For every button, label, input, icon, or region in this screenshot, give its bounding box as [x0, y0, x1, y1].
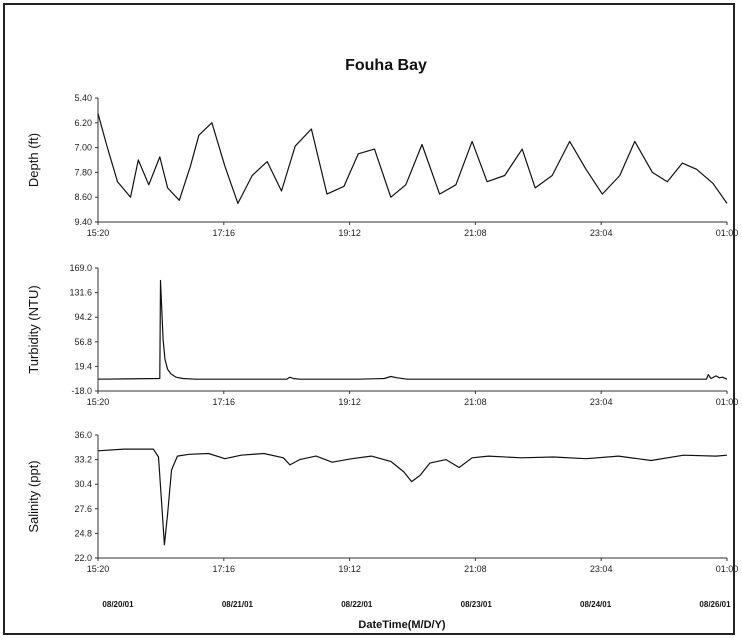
y-tick-label: 33.2	[74, 455, 92, 465]
date-label: 08/23/01	[461, 600, 493, 609]
date-label: 08/26/01	[699, 600, 731, 609]
date-label: 08/21/01	[222, 600, 254, 609]
series-line-3	[97, 448, 728, 546]
y-tick-label: 24.8	[74, 528, 92, 538]
y-tick-label: 131.6	[69, 288, 92, 298]
x-tick-label: 21:08	[464, 564, 487, 574]
panel-2: 169.0 131.6 94.2 56.8 19.4 -18.015:20 17:16 19:…	[26, 263, 738, 407]
x-tick-label: 17:16	[213, 397, 236, 407]
x-tick-label: 01:00	[716, 564, 739, 574]
x-tick-label: 01:00	[716, 228, 739, 238]
panel-3: 36.0 33.2 30.4 27.6 24.8 22.015:20 17:16 19:12 2…	[26, 430, 738, 574]
y-tick-label: 7.80	[74, 167, 92, 177]
y-tick-label: 94.2	[74, 312, 92, 322]
y-axis-label: Turbidity (NTU)	[26, 285, 41, 373]
x-tick-label: 15:20	[87, 397, 110, 407]
y-tick-label: 5.40	[74, 93, 92, 103]
y-tick-label: 30.4	[74, 479, 92, 489]
y-tick-label: 56.8	[74, 337, 92, 347]
series-line-1	[97, 113, 728, 204]
x-tick-label: 23:04	[590, 228, 613, 238]
date-labels: 08/20/01 08/21/01 08/22/01 08/23/01 08/24/01…	[102, 600, 731, 609]
x-axis-label: DateTime(M/D/Y)	[358, 619, 446, 631]
x-tick-label: 21:08	[464, 397, 487, 407]
x-tick-label: 17:16	[213, 564, 236, 574]
x-tick-label: 15:20	[87, 228, 110, 238]
x-tick-label: 23:04	[590, 564, 613, 574]
x-tick-label: 21:08	[464, 228, 487, 238]
x-tick-label: 19:12	[338, 564, 361, 574]
x-tick-label: 19:12	[338, 397, 361, 407]
y-tick-label: 169.0	[69, 263, 92, 273]
x-tick-label: 15:20	[87, 564, 110, 574]
y-tick-label: 6.20	[74, 118, 92, 128]
date-label: 08/20/01	[102, 600, 134, 609]
y-tick-label: 7.00	[74, 143, 92, 153]
y-tick-label: 36.0	[74, 430, 92, 440]
y-axis-label: Salinity (ppt)	[26, 460, 41, 532]
x-tick-label: 19:12	[338, 228, 361, 238]
y-tick-label: 19.4	[74, 361, 92, 371]
chart-frame	[3, 3, 735, 635]
y-tick-label: 9.40	[74, 217, 92, 227]
date-label: 08/24/01	[580, 600, 612, 609]
date-label: 08/22/01	[341, 600, 373, 609]
y-tick-label: -18.0	[71, 386, 92, 396]
y-tick-label: 27.6	[74, 504, 92, 514]
y-tick-label: 22.0	[74, 553, 92, 563]
series-line-2	[97, 279, 728, 380]
x-tick-label: 17:16	[213, 228, 236, 238]
chart-title: Fouha Bay	[345, 57, 427, 74]
y-tick-label: 8.60	[74, 192, 92, 202]
x-tick-label: 01:00	[716, 397, 739, 407]
x-tick-label: 23:04	[590, 397, 613, 407]
y-axis-label: Depth (ft)	[26, 133, 41, 187]
